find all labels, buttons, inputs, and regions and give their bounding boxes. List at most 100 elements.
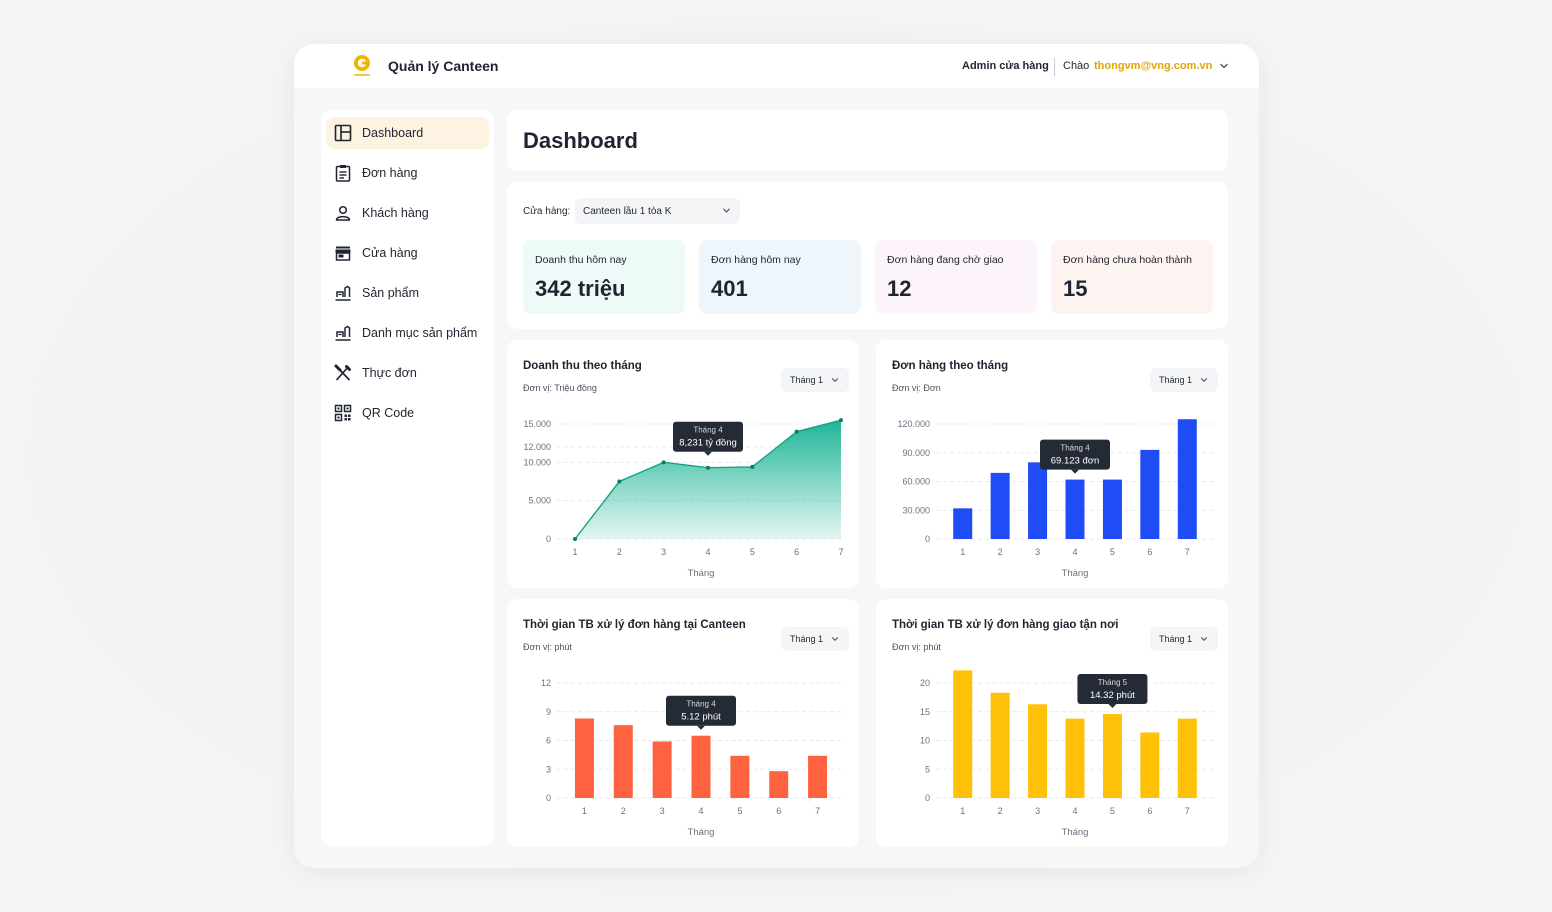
utensils-icon bbox=[334, 364, 352, 382]
chart-title: Thời gian TB xử lý đơn hàng tại Canteen bbox=[523, 619, 746, 631]
sidebar-item-label: Sản phẩm bbox=[362, 286, 419, 300]
tooltip-arrow bbox=[1108, 704, 1117, 709]
bar bbox=[691, 735, 711, 798]
y-tick-label: 12.000 bbox=[523, 442, 551, 452]
bar bbox=[769, 771, 789, 798]
x-tick-label: 7 bbox=[815, 806, 820, 816]
store-select-value: Canteen lầu 1 tòa K bbox=[583, 205, 672, 217]
y-tick-label: 0 bbox=[925, 534, 930, 544]
category-icon bbox=[334, 324, 352, 342]
sidebar-item-stores[interactable]: Cửa hàng bbox=[326, 237, 489, 269]
tooltip-value: 5.12 phút bbox=[681, 712, 721, 723]
user-icon bbox=[334, 204, 352, 222]
x-tick-label: 6 bbox=[1147, 806, 1152, 816]
stat-value: 15 bbox=[1063, 276, 1088, 301]
x-tick-label: 4 bbox=[1072, 547, 1077, 557]
page-title-card: Dashboard bbox=[507, 110, 1228, 171]
chevron-down-icon bbox=[1200, 378, 1208, 383]
bar bbox=[1102, 714, 1122, 798]
chart-title: Doanh thu theo tháng bbox=[523, 360, 642, 372]
x-tick-label: 2 bbox=[621, 806, 626, 816]
clipboard-icon bbox=[334, 164, 352, 182]
sidebar-item-menu[interactable]: Thực đơn bbox=[326, 357, 489, 389]
orders-chart-card: Đơn hàng theo tháng Đơn vị: Đơn Tháng 1 … bbox=[876, 340, 1228, 588]
month-select[interactable]: Tháng 1 bbox=[781, 627, 849, 651]
bar bbox=[1140, 732, 1160, 798]
stat-revenue-today: Doanh thu hôm nay 342 triệu bbox=[523, 240, 685, 314]
x-tick-label: 5 bbox=[1110, 806, 1115, 816]
sidebar-item-product-categories[interactable]: Danh mục sản phẩm bbox=[326, 317, 489, 349]
y-tick-label: 10.000 bbox=[523, 457, 551, 467]
stat-value: 401 bbox=[711, 276, 748, 301]
month-select[interactable]: Tháng 1 bbox=[781, 368, 849, 392]
data-point bbox=[706, 465, 710, 470]
y-tick-label: 30.000 bbox=[902, 505, 930, 515]
store-filter-label: Cửa hàng: bbox=[523, 206, 571, 217]
bar bbox=[652, 741, 672, 798]
month-select[interactable]: Tháng 1 bbox=[1150, 627, 1218, 651]
stat-value: 342 triệu bbox=[535, 276, 626, 301]
greeting-label: Chào bbox=[1063, 60, 1090, 72]
x-tick-label: 3 bbox=[661, 547, 666, 557]
stat-label: Doanh thu hôm nay bbox=[535, 254, 627, 266]
chart-unit: Đơn vị: phút bbox=[523, 642, 572, 652]
tooltip: Tháng 5 14.32 phút bbox=[1077, 674, 1148, 709]
user-email[interactable]: thongvm@vng.com.vn bbox=[1094, 60, 1213, 72]
y-tick-label: 5 bbox=[925, 764, 930, 774]
y-tick-label: 120.000 bbox=[897, 419, 930, 429]
y-tick-label: 10 bbox=[920, 736, 930, 746]
chevron-down-icon bbox=[831, 637, 839, 642]
tooltip-value: 8,231 tỷ đồng bbox=[679, 438, 737, 449]
bar bbox=[953, 670, 973, 798]
store-icon bbox=[334, 244, 352, 262]
chart-unit: Đơn vị: Đơn bbox=[892, 383, 941, 393]
tooltip-box bbox=[673, 421, 743, 452]
store-select[interactable]: Canteen lầu 1 tòa K bbox=[575, 198, 740, 224]
x-tick-label: 1 bbox=[572, 547, 577, 557]
tooltip-value: 69.123 đơn bbox=[1051, 456, 1100, 467]
y-tick-label: 0 bbox=[546, 534, 551, 544]
role-label: Admin cửa hàng bbox=[962, 60, 1049, 72]
sidebar-item-qr-code[interactable]: QR Code bbox=[326, 397, 489, 429]
x-axis-title: Tháng bbox=[1062, 827, 1089, 838]
x-tick-label: 1 bbox=[960, 806, 965, 816]
sidebar-item-label: Danh mục sản phẩm bbox=[362, 326, 478, 340]
bar bbox=[808, 755, 828, 798]
tooltip: Tháng 4 8,231 tỷ đồng bbox=[673, 421, 743, 456]
data-point bbox=[661, 460, 666, 465]
qr-icon bbox=[334, 404, 352, 422]
canteen-logo-icon bbox=[354, 55, 370, 76]
x-tick-label: 3 bbox=[1035, 806, 1040, 816]
page-title: Dashboard bbox=[523, 128, 638, 153]
tooltip-box bbox=[666, 695, 736, 726]
bar bbox=[574, 718, 594, 798]
x-axis-title: Tháng bbox=[688, 568, 715, 579]
chevron-down-icon[interactable] bbox=[1218, 60, 1230, 72]
bar bbox=[990, 472, 1010, 539]
x-tick-label: 4 bbox=[705, 547, 710, 557]
y-tick-label: 90.000 bbox=[902, 448, 930, 458]
sidebar-item-products[interactable]: Sản phẩm bbox=[326, 277, 489, 309]
stat-label: Đơn hàng hôm nay bbox=[711, 254, 801, 266]
x-tick-label: 1 bbox=[960, 547, 965, 557]
sidebar-item-orders[interactable]: Đơn hàng bbox=[326, 157, 489, 189]
sidebar-item-dashboard[interactable]: Dashboard bbox=[326, 117, 489, 149]
bar bbox=[1028, 462, 1048, 539]
data-point bbox=[794, 429, 799, 434]
sidebar: Dashboard Đơn hàng Khách hàng Cửa hàng S… bbox=[321, 110, 494, 846]
chevron-down-icon bbox=[1200, 637, 1208, 642]
y-tick-label: 12 bbox=[541, 678, 551, 688]
x-tick-label: 7 bbox=[1185, 806, 1190, 816]
sidebar-item-customers[interactable]: Khách hàng bbox=[326, 197, 489, 229]
tooltip: Tháng 4 69.123 đơn bbox=[1040, 439, 1110, 474]
chart-title: Đơn hàng theo tháng bbox=[892, 360, 1009, 372]
bar bbox=[1028, 704, 1048, 798]
x-tick-label: 5 bbox=[1110, 547, 1115, 557]
x-tick-label: 6 bbox=[776, 806, 781, 816]
y-tick-label: 3 bbox=[546, 764, 551, 774]
month-select[interactable]: Tháng 1 bbox=[1150, 368, 1218, 392]
y-tick-label: 0 bbox=[546, 793, 551, 803]
stat-label: Đơn hàng đang chờ giao bbox=[887, 254, 1004, 266]
top-bar: Quản lý Canteen Admin cửa hàng Chào thon… bbox=[294, 44, 1259, 88]
